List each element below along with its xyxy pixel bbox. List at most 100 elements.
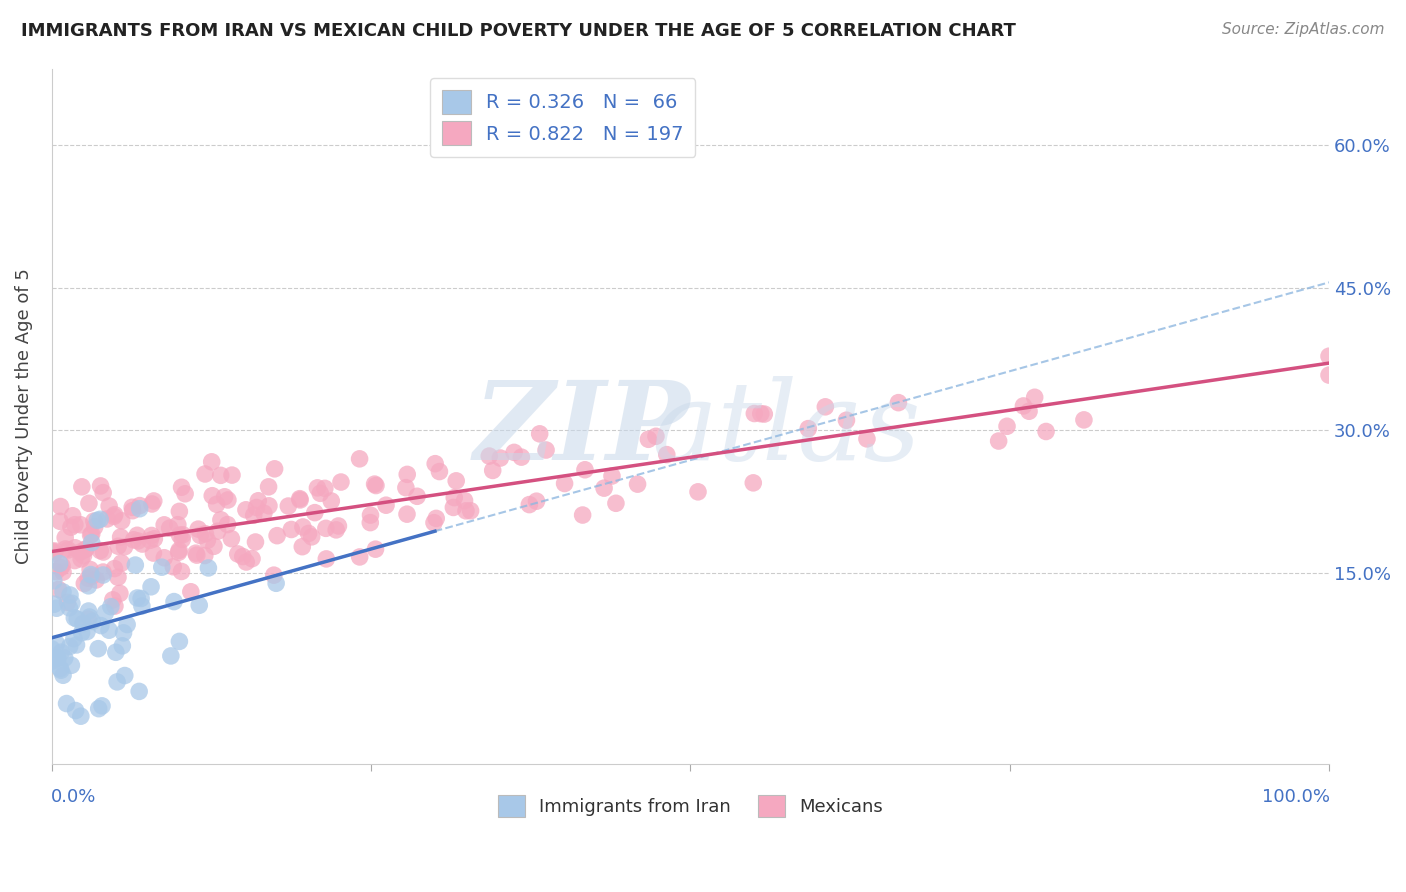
Point (197, 561, 219, 575)
Point (307, 481, 329, 495)
Point (87, 641, 110, 656)
Point (375, 498, 398, 512)
Point (89, 543, 111, 558)
Point (441, 500, 464, 515)
Point (127, 533, 149, 548)
Point (49, 561, 72, 575)
Point (94, 606, 117, 620)
Text: IMMIGRANTS FROM IRAN VS MEXICAN CHILD POVERTY UNDER THE AGE OF 5 CORRELATION CHA: IMMIGRANTS FROM IRAN VS MEXICAN CHILD PO… (21, 22, 1017, 40)
Point (201, 455, 224, 469)
Point (110, 530, 132, 544)
Point (987, 434, 1010, 448)
Point (217, 492, 239, 507)
Point (63, 632, 86, 646)
Point (517, 498, 540, 512)
Point (80, 527, 103, 541)
Point (235, 555, 257, 569)
Point (172, 528, 194, 542)
Point (169, 504, 191, 518)
Point (69, 545, 91, 559)
Point (42, 574, 65, 588)
Point (349, 451, 371, 466)
Point (170, 480, 193, 494)
Point (49, 500, 72, 514)
Point (93, 545, 115, 559)
Point (128, 501, 150, 516)
Point (529, 426, 551, 441)
Point (63, 541, 86, 555)
Point (153, 517, 176, 532)
Point (150, 560, 173, 574)
Point (66, 612, 89, 626)
Point (59, 588, 82, 602)
Point (103, 561, 125, 575)
Point (170, 565, 193, 579)
Point (288, 491, 311, 506)
Point (443, 491, 465, 505)
Point (131, 599, 153, 613)
Point (1012, 399, 1035, 413)
Point (526, 494, 548, 508)
Point (46, 651, 69, 665)
Point (503, 445, 526, 459)
Point (169, 528, 191, 542)
Point (101, 592, 124, 607)
Point (600, 469, 623, 483)
Point (53, 651, 76, 665)
Point (45, 601, 67, 615)
Point (645, 429, 668, 443)
Point (534, 443, 557, 458)
Point (995, 419, 1018, 434)
Point (86, 513, 108, 527)
Point (51, 645, 73, 659)
Point (221, 532, 243, 546)
Point (141, 528, 163, 542)
Point (429, 465, 451, 479)
Point (188, 528, 211, 542)
Point (180, 584, 202, 599)
Point (63, 517, 86, 532)
Point (41, 642, 63, 657)
Point (89, 512, 111, 526)
Point (121, 500, 143, 515)
Point (453, 493, 475, 508)
Point (53, 531, 76, 545)
Point (44, 546, 66, 560)
Point (96, 512, 118, 526)
Point (460, 504, 482, 518)
Point (139, 533, 162, 548)
Point (142, 494, 165, 508)
Point (90, 479, 112, 493)
Point (79, 610, 101, 624)
Point (194, 467, 217, 481)
Point (304, 506, 326, 520)
Point (76, 624, 98, 639)
Point (425, 511, 447, 525)
Point (112, 625, 135, 640)
Point (91, 698, 114, 713)
Point (423, 516, 446, 530)
Point (686, 484, 709, 499)
Point (166, 517, 188, 532)
Text: atlas: atlas (651, 376, 921, 483)
Point (56, 595, 79, 609)
Point (69, 709, 91, 723)
Point (309, 486, 332, 500)
Point (104, 599, 127, 613)
Point (240, 551, 263, 566)
Point (60, 658, 83, 673)
Point (330, 475, 353, 489)
Point (91, 565, 114, 579)
Point (328, 519, 350, 533)
Point (749, 407, 772, 421)
Point (364, 542, 387, 557)
Point (242, 508, 264, 523)
Point (49, 663, 72, 677)
Point (59, 520, 82, 534)
Point (77, 571, 100, 585)
Point (77, 579, 100, 593)
Point (188, 599, 211, 613)
Point (52, 565, 75, 579)
Point (291, 540, 314, 554)
Point (79, 562, 101, 576)
